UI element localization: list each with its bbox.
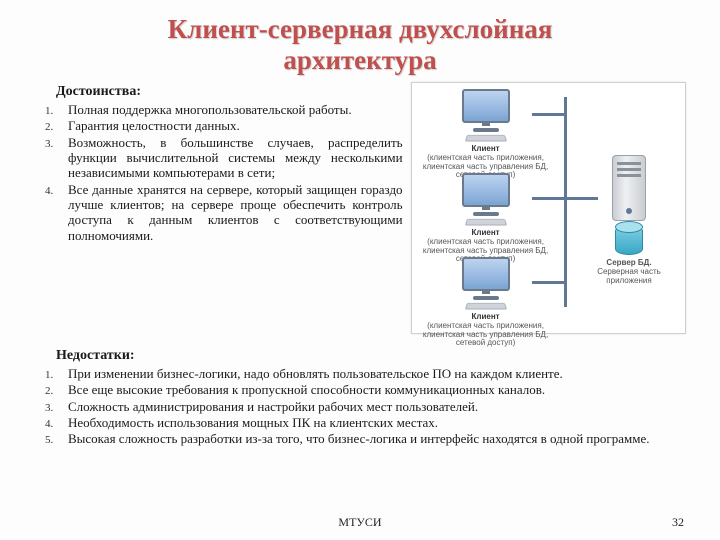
server-sub: Серверная часть приложения (597, 267, 661, 285)
network-bus-line (564, 97, 567, 307)
client-title: Клиент (472, 228, 500, 237)
title-line-1: Клиент-серверная двухслойная (168, 14, 553, 44)
computer-icon (462, 257, 510, 310)
list-item: Сложность администрирования и настройки … (56, 399, 686, 414)
computer-icon (462, 173, 510, 226)
disadvantages-heading: Недостатки: (56, 348, 686, 364)
diagram-server: Сервер БД.Серверная часть приложения (579, 155, 679, 285)
advantages-list: Полная поддержка многопользовательской р… (34, 102, 403, 243)
disadvantages-list: При изменении бизнес-логики, надо обновл… (34, 366, 686, 447)
list-item: Гарантия целостности данных. (56, 118, 403, 133)
client-sub: (клиентская часть приложения, клиентская… (423, 321, 548, 348)
server-title: Сервер БД. (606, 258, 651, 267)
bus-tap (532, 197, 566, 200)
list-item: Необходимость использования мощных ПК на… (56, 415, 686, 430)
advantages-heading: Достоинства: (56, 84, 403, 100)
title-line-2: архитектура (283, 45, 436, 75)
footer-organization: МТУСИ (0, 515, 720, 530)
architecture-diagram: Клиент(клиентская часть приложения, клие… (411, 82, 686, 334)
list-item: Все данные хранятся на сервере, который … (56, 182, 403, 243)
client-title: Клиент (472, 312, 500, 321)
computer-icon (462, 89, 510, 142)
bus-tap (532, 113, 566, 116)
database-icon (615, 225, 643, 255)
list-item: Все еще высокие требования к пропускной … (56, 382, 686, 397)
slide-title: Клиент-серверная двухслойная архитектура (34, 14, 686, 76)
diagram-client-3: Клиент(клиентская часть приложения, клие… (416, 257, 556, 348)
diagram-client-1: Клиент(клиентская часть приложения, клие… (416, 89, 556, 180)
server-tower-icon (612, 155, 646, 221)
bus-tap (532, 281, 566, 284)
list-item: При изменении бизнес-логики, надо обновл… (56, 366, 686, 381)
list-item: Высокая сложность разработки из-за того,… (56, 431, 686, 446)
list-item: Возможность, в большинстве случаев, расп… (56, 135, 403, 181)
client-title: Клиент (472, 144, 500, 153)
list-item: Полная поддержка многопользовательской р… (56, 102, 403, 117)
footer-page-number: 32 (672, 515, 684, 530)
diagram-client-2: Клиент(клиентская часть приложения, клие… (416, 173, 556, 264)
